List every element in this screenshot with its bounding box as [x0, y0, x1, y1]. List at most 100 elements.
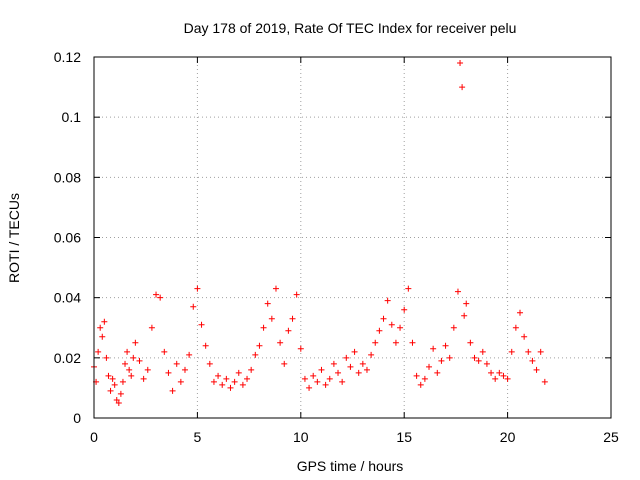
- data-point: [401, 306, 408, 313]
- data-point: [190, 303, 197, 310]
- y-tick-label: 0.06: [54, 230, 81, 246]
- data-point: [165, 369, 172, 376]
- data-point: [359, 360, 366, 367]
- data-point: [215, 372, 222, 379]
- chart-title: Day 178 of 2019, Rate Of TEC Index for r…: [184, 20, 517, 36]
- grid-lines: [94, 57, 611, 418]
- data-point: [235, 369, 242, 376]
- data-point: [459, 84, 466, 91]
- data-point: [122, 360, 129, 367]
- y-tick-label: 0.12: [54, 49, 81, 65]
- data-point: [368, 351, 375, 358]
- data-point: [488, 369, 495, 376]
- data-point: [397, 324, 404, 331]
- data-point: [471, 354, 478, 361]
- data-point: [409, 339, 416, 346]
- data-point: [297, 345, 304, 352]
- data-point: [463, 300, 470, 307]
- data-point: [169, 387, 176, 394]
- data-point: [107, 387, 114, 394]
- data-point: [173, 360, 180, 367]
- y-tick-label: 0: [73, 410, 81, 426]
- data-point: [128, 372, 135, 379]
- data-point: [277, 339, 284, 346]
- data-point: [285, 327, 292, 334]
- data-point: [219, 381, 226, 388]
- data-point: [537, 348, 544, 355]
- data-point: [457, 60, 464, 67]
- data-point: [434, 369, 441, 376]
- data-point: [157, 294, 164, 301]
- data-point: [306, 384, 313, 391]
- data-point: [117, 390, 124, 397]
- data-point: [438, 357, 445, 364]
- data-point: [260, 324, 267, 331]
- data-point: [372, 339, 379, 346]
- data-point: [496, 369, 503, 376]
- data-point: [318, 366, 325, 373]
- data-point: [281, 360, 288, 367]
- y-tick-label: 0.1: [62, 109, 82, 125]
- data-point: [442, 342, 449, 349]
- y-tick-label: 0.02: [54, 350, 81, 366]
- data-point: [500, 372, 507, 379]
- y-tick-label: 0.04: [54, 290, 81, 306]
- data-point: [330, 360, 337, 367]
- data-point: [450, 324, 457, 331]
- data-point: [97, 324, 104, 331]
- data-point: [109, 375, 116, 382]
- x-tick-label: 20: [500, 429, 516, 445]
- y-tick-label: 0.08: [54, 169, 81, 185]
- data-point: [388, 321, 395, 328]
- data-point: [239, 381, 246, 388]
- data-points: [91, 60, 548, 406]
- data-point: [272, 285, 279, 292]
- data-point: [384, 297, 391, 304]
- data-point: [335, 369, 342, 376]
- data-point: [376, 327, 383, 334]
- data-point: [301, 375, 308, 382]
- data-point: [525, 348, 532, 355]
- data-point: [446, 354, 453, 361]
- data-point: [256, 342, 263, 349]
- data-point: [124, 348, 131, 355]
- data-point: [248, 366, 255, 373]
- x-tick-label: 5: [194, 429, 202, 445]
- x-axis-label: GPS time / hours: [297, 458, 404, 474]
- data-point: [132, 339, 139, 346]
- data-point: [99, 333, 106, 340]
- data-point: [521, 333, 528, 340]
- data-point: [115, 399, 122, 406]
- plot-frame: [93, 56, 612, 419]
- data-point: [512, 324, 519, 331]
- data-point: [343, 354, 350, 361]
- data-point: [461, 312, 468, 319]
- data-point: [144, 366, 151, 373]
- data-point: [355, 369, 362, 376]
- data-point: [119, 378, 126, 385]
- data-point: [252, 351, 259, 358]
- data-point: [148, 324, 155, 331]
- data-point: [227, 384, 234, 391]
- data-point: [430, 345, 437, 352]
- data-point: [475, 357, 482, 364]
- data-point: [533, 366, 540, 373]
- data-point: [101, 318, 108, 325]
- data-point: [421, 375, 428, 382]
- data-point: [347, 363, 354, 370]
- data-point: [363, 366, 370, 373]
- data-point: [268, 315, 275, 322]
- data-point: [517, 309, 524, 316]
- data-point: [153, 291, 160, 298]
- data-point: [289, 315, 296, 322]
- data-point: [223, 375, 230, 382]
- data-point: [417, 381, 424, 388]
- data-point: [380, 315, 387, 322]
- data-point: [454, 288, 461, 295]
- data-point: [202, 342, 209, 349]
- data-point: [244, 375, 251, 382]
- data-point: [206, 360, 213, 367]
- x-tick-label: 25: [603, 429, 619, 445]
- data-point: [467, 339, 474, 346]
